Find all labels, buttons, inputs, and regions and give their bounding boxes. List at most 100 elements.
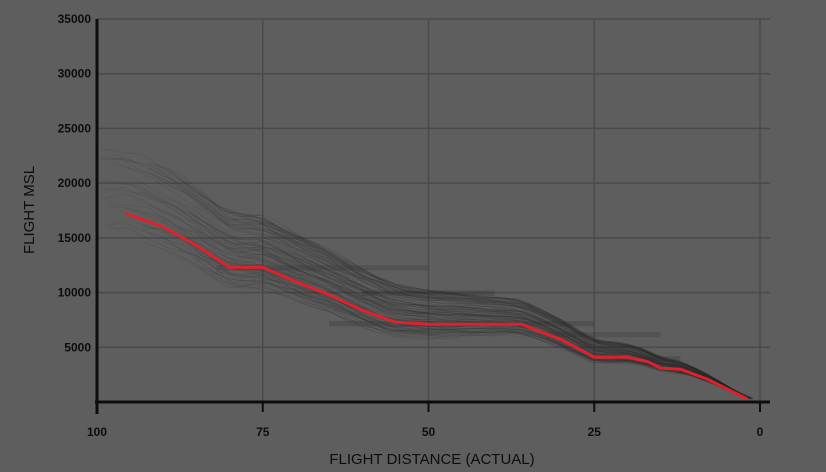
background-track [133,186,751,399]
background-track [160,196,739,394]
background-track [250,246,749,399]
highlight-flight-point [646,360,649,363]
background-track [257,222,736,392]
background-track [148,164,746,397]
background-track [140,227,738,395]
background-track [194,232,752,399]
background-track [277,228,735,391]
background-track [264,239,743,396]
background-track [239,249,737,394]
background-track [244,264,743,397]
y-tick-label: 10000 [58,286,92,300]
highlight-flight-point [125,212,128,215]
background-track [116,183,734,392]
background-track [196,229,734,392]
x-tick-label: 25 [588,425,602,439]
background-track [182,187,740,394]
highlight-flight-point [745,397,748,400]
highlight-flight-point [228,266,231,269]
background-track [148,167,746,397]
background-track [288,230,747,398]
background-track [260,234,739,394]
background-track [265,226,743,396]
highlight-flight-point [520,323,523,326]
background-track [108,157,746,397]
background-track [286,248,745,397]
background-track [179,226,737,394]
background-track [261,253,740,395]
background-track [149,162,747,398]
grid [96,18,770,402]
background-track [240,215,739,393]
highlight-flight-point [261,266,264,269]
background-track [223,240,742,396]
background-track [173,208,751,399]
background-track [138,191,736,393]
background-track [243,221,742,395]
background-track [172,251,750,400]
background-track [286,252,745,397]
highlight-flight-point [559,338,563,341]
background-track [149,203,747,399]
background-track [229,259,748,399]
background-track [293,300,751,400]
background-track [102,193,740,395]
background-track [244,221,742,395]
background-track [145,242,743,398]
highlight-flight-point [460,323,463,326]
highlight-flight-line [125,212,749,401]
background-track [114,153,751,399]
background-track [266,255,744,398]
y-tick-label: 30000 [58,67,92,81]
background-track [191,237,749,400]
background-track [270,241,748,399]
y-tick-label: 20000 [58,176,92,190]
background-track [198,267,736,395]
background-track [107,204,745,398]
background-track [263,274,742,397]
background-track [235,287,753,400]
background-track [182,190,740,395]
highlight-flight-point [705,377,709,381]
background-track [272,233,751,399]
background-track [102,187,740,395]
background-track [133,177,751,399]
background-track [175,226,753,399]
background-track [269,229,747,398]
background-track [265,237,743,397]
highlight-flight-point [427,323,430,326]
y-axis-title: FLIGHT MSL [21,166,38,254]
background-track [103,157,740,394]
background-track [229,248,748,399]
highlight-flight-point [327,293,331,296]
background-track [272,239,751,399]
background-track [241,255,739,395]
background-track [100,157,738,393]
highlight-flight-point [626,355,629,359]
background-track [224,247,742,396]
tick-labels: 5000 10000 15000 20000 25000 30000 35000 100 75 5… [58,12,764,439]
background-track [229,250,747,399]
background-track [288,238,747,398]
background-track [206,216,745,397]
axes [95,19,770,414]
highlight-flight-point [659,366,662,370]
background-track [128,168,746,398]
background-track [103,221,741,396]
background-track [181,180,740,394]
background-track [259,222,738,393]
background-track [279,267,738,394]
background-track [176,175,754,399]
background-track [102,186,739,395]
highlight-flight-point [593,355,596,359]
background-track [150,172,748,399]
background-track [272,259,751,399]
background-track [176,199,734,392]
background-track [155,180,753,399]
background-track [293,287,752,400]
background-track [254,256,752,399]
background-track [111,162,748,399]
background-track [205,221,743,396]
highlight-flight-point [294,280,298,283]
